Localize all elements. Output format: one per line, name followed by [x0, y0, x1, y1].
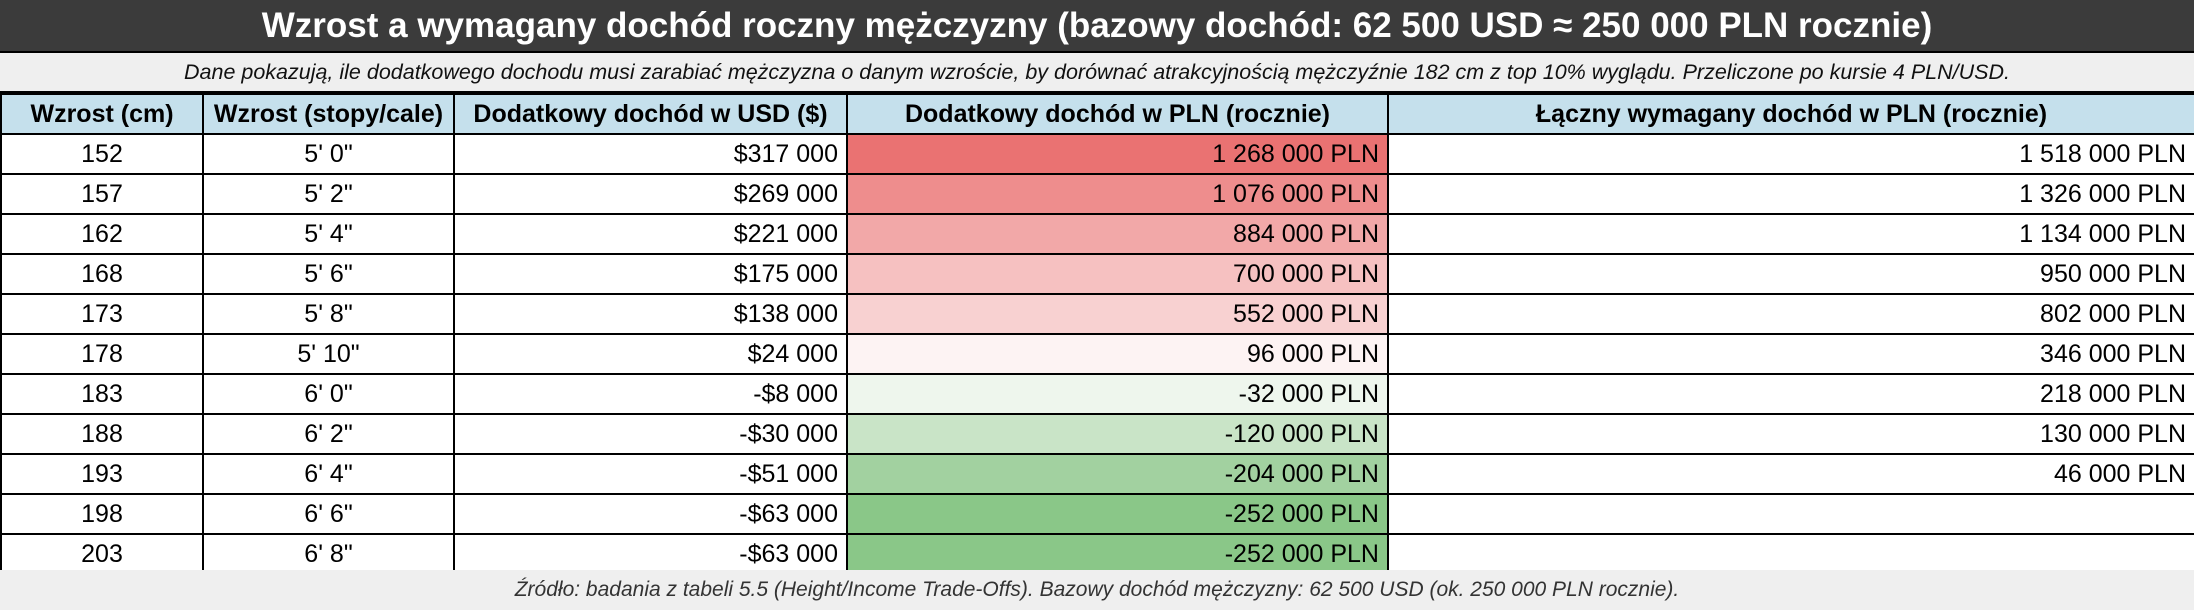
cell-extra-pln[interactable]: 96 000 PLN — [846, 333, 1389, 375]
cell-total-pln[interactable]: 1 518 000 PLN — [1387, 133, 2194, 175]
table-title: Wzrost a wymagany dochód roczny mężczyzn… — [0, 0, 2194, 53]
cell-height-ft[interactable]: 5' 4" — [202, 213, 455, 255]
cell-height-ft[interactable]: 6' 8" — [202, 533, 455, 575]
cell-height-cm[interactable]: 203 — [0, 533, 204, 575]
table-row: 193 6' 4" -$51 000 -204 000 PLN 46 000 PLN — [0, 453, 2194, 495]
cell-height-cm[interactable]: 173 — [0, 293, 204, 335]
cell-extra-usd[interactable]: -$30 000 — [453, 413, 848, 455]
cell-total-pln[interactable] — [1387, 533, 2194, 575]
table-row: 152 5' 0" $317 000 1 268 000 PLN 1 518 000 P… — [0, 133, 2194, 175]
cell-height-cm[interactable]: 183 — [0, 373, 204, 415]
cell-total-pln[interactable]: 1 134 000 PLN — [1387, 213, 2194, 255]
cell-extra-usd[interactable]: $317 000 — [453, 133, 848, 175]
header-height-cm[interactable]: Wzrost (cm) — [0, 93, 204, 135]
cell-extra-pln[interactable]: 700 000 PLN — [846, 253, 1389, 295]
cell-total-pln[interactable] — [1387, 493, 2194, 535]
cell-height-ft[interactable]: 5' 8" — [202, 293, 455, 335]
cell-height-cm[interactable]: 157 — [0, 173, 204, 215]
cell-height-ft[interactable]: 6' 6" — [202, 493, 455, 535]
table-row: 173 5' 8" $138 000 552 000 PLN 802 000 PLN — [0, 293, 2194, 335]
source-footer: Źródło: badania z tabeli 5.5 (Height/Inc… — [0, 570, 2194, 610]
cell-extra-usd[interactable]: -$63 000 — [453, 493, 848, 535]
cell-extra-usd[interactable]: -$51 000 — [453, 453, 848, 495]
table-body: 152 5' 0" $317 000 1 268 000 PLN 1 518 000 P… — [0, 133, 2194, 575]
cell-height-cm[interactable]: 178 — [0, 333, 204, 375]
header-row: Wzrost (cm) Wzrost (stopy/cale) Dodatkow… — [0, 93, 2194, 135]
cell-total-pln[interactable]: 802 000 PLN — [1387, 293, 2194, 335]
cell-extra-usd[interactable]: -$8 000 — [453, 373, 848, 415]
cell-extra-pln[interactable]: -252 000 PLN — [846, 493, 1389, 535]
cell-extra-pln[interactable]: 884 000 PLN — [846, 213, 1389, 255]
header-extra-usd[interactable]: Dodatkowy dochód w USD ($) — [453, 93, 848, 135]
cell-height-cm[interactable]: 188 — [0, 413, 204, 455]
income-height-table: Wzrost (cm) Wzrost (stopy/cale) Dodatkow… — [0, 93, 2194, 575]
table-subtitle: Dane pokazują, ile dodatkowego dochodu m… — [0, 53, 2194, 93]
header-extra-pln[interactable]: Dodatkowy dochód w PLN (rocznie) — [846, 93, 1389, 135]
cell-total-pln[interactable]: 950 000 PLN — [1387, 253, 2194, 295]
cell-extra-pln[interactable]: 552 000 PLN — [846, 293, 1389, 335]
cell-extra-pln[interactable]: -204 000 PLN — [846, 453, 1389, 495]
cell-extra-pln[interactable]: 1 268 000 PLN — [846, 133, 1389, 175]
table-row: 162 5' 4" $221 000 884 000 PLN 1 134 000 PLN — [0, 213, 2194, 255]
cell-height-cm[interactable]: 193 — [0, 453, 204, 495]
cell-total-pln[interactable]: 130 000 PLN — [1387, 413, 2194, 455]
cell-extra-usd[interactable]: $269 000 — [453, 173, 848, 215]
table-row: 157 5' 2" $269 000 1 076 000 PLN 1 326 000 P… — [0, 173, 2194, 215]
cell-height-ft[interactable]: 5' 10" — [202, 333, 455, 375]
cell-height-ft[interactable]: 5' 0" — [202, 133, 455, 175]
cell-height-ft[interactable]: 6' 2" — [202, 413, 455, 455]
cell-total-pln[interactable]: 346 000 PLN — [1387, 333, 2194, 375]
table-row: 198 6' 6" -$63 000 -252 000 PLN — [0, 493, 2194, 535]
table-row: 178 5' 10" $24 000 96 000 PLN 346 000 PLN — [0, 333, 2194, 375]
cell-extra-usd[interactable]: $24 000 — [453, 333, 848, 375]
cell-height-ft[interactable]: 6' 4" — [202, 453, 455, 495]
header-total-pln[interactable]: Łączny wymagany dochód w PLN (rocznie) — [1387, 93, 2194, 135]
cell-height-ft[interactable]: 5' 6" — [202, 253, 455, 295]
cell-height-cm[interactable]: 168 — [0, 253, 204, 295]
cell-height-ft[interactable]: 6' 0" — [202, 373, 455, 415]
cell-total-pln[interactable]: 46 000 PLN — [1387, 453, 2194, 495]
table-row: 203 6' 8" -$63 000 -252 000 PLN — [0, 533, 2194, 575]
cell-extra-pln[interactable]: -252 000 PLN — [846, 533, 1389, 575]
cell-height-cm[interactable]: 162 — [0, 213, 204, 255]
cell-extra-usd[interactable]: -$63 000 — [453, 533, 848, 575]
table-row: 188 6' 2" -$30 000 -120 000 PLN 130 000 PLN — [0, 413, 2194, 455]
cell-total-pln[interactable]: 1 326 000 PLN — [1387, 173, 2194, 215]
cell-height-cm[interactable]: 152 — [0, 133, 204, 175]
cell-height-ft[interactable]: 5' 2" — [202, 173, 455, 215]
cell-height-cm[interactable]: 198 — [0, 493, 204, 535]
cell-extra-pln[interactable]: -32 000 PLN — [846, 373, 1389, 415]
table-row: 168 5' 6" $175 000 700 000 PLN 950 000 PLN — [0, 253, 2194, 295]
cell-extra-pln[interactable]: 1 076 000 PLN — [846, 173, 1389, 215]
cell-extra-usd[interactable]: $221 000 — [453, 213, 848, 255]
cell-extra-pln[interactable]: -120 000 PLN — [846, 413, 1389, 455]
table-row: 183 6' 0" -$8 000 -32 000 PLN 218 000 PLN — [0, 373, 2194, 415]
cell-extra-usd[interactable]: $138 000 — [453, 293, 848, 335]
cell-extra-usd[interactable]: $175 000 — [453, 253, 848, 295]
header-height-ft[interactable]: Wzrost (stopy/cale) — [202, 93, 455, 135]
cell-total-pln[interactable]: 218 000 PLN — [1387, 373, 2194, 415]
